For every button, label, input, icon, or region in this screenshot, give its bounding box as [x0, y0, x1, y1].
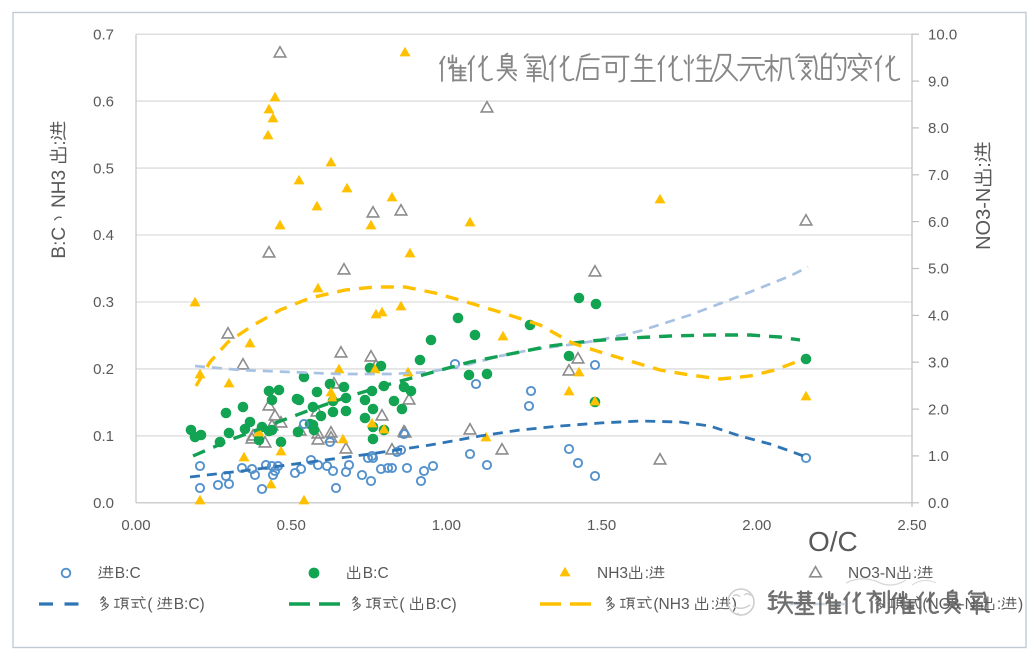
svg-text:0.4: 0.4	[93, 227, 114, 244]
svg-text:0.1: 0.1	[93, 428, 114, 445]
svg-text::: :	[49, 140, 70, 145]
svg-text:1.50: 1.50	[587, 517, 616, 534]
svg-text:2.0: 2.0	[928, 401, 949, 418]
svg-text:): )	[1018, 596, 1023, 613]
svg-text:0.6: 0.6	[93, 93, 114, 110]
svg-text:7.0: 7.0	[928, 167, 949, 184]
svg-text:0.2: 0.2	[93, 361, 114, 378]
svg-text:10.0: 10.0	[928, 26, 957, 43]
svg-text::: :	[913, 565, 917, 582]
svg-text:NH3: NH3	[597, 565, 628, 582]
svg-text::: :	[711, 596, 715, 613]
svg-text:0.0: 0.0	[93, 495, 114, 512]
svg-text:0.00: 0.00	[121, 517, 150, 534]
svg-text:(: (	[147, 596, 153, 613]
svg-text:(NH3: (NH3	[653, 596, 689, 613]
svg-text:9.0: 9.0	[928, 73, 949, 90]
svg-text::: :	[997, 596, 1001, 613]
svg-text:NO3-N: NO3-N	[848, 565, 896, 582]
svg-text:(: (	[399, 596, 405, 613]
svg-text:B:C: B:C	[115, 565, 141, 582]
svg-text:0.5: 0.5	[93, 160, 114, 177]
svg-text:8.0: 8.0	[928, 120, 949, 137]
svg-text:4.0: 4.0	[928, 308, 949, 325]
svg-text:0.0: 0.0	[928, 495, 949, 512]
svg-text:B:C): B:C)	[174, 596, 205, 613]
svg-text:3.0: 3.0	[928, 354, 949, 371]
svg-text:5.0: 5.0	[928, 261, 949, 278]
svg-text:0.3: 0.3	[93, 294, 114, 311]
svg-text:): )	[732, 596, 737, 613]
svg-text:B:C: B:C	[49, 227, 70, 259]
svg-text:0.50: 0.50	[277, 517, 306, 534]
svg-text:2.50: 2.50	[897, 517, 926, 534]
svg-text:B:C: B:C	[363, 565, 389, 582]
svg-text:B:C): B:C)	[426, 596, 457, 613]
svg-text::: :	[645, 565, 649, 582]
svg-text:NH3: NH3	[49, 170, 70, 208]
svg-text:NO3-N: NO3-N	[973, 188, 995, 250]
svg-text:0.7: 0.7	[93, 26, 114, 43]
svg-text::: :	[973, 162, 995, 168]
svg-text:2.00: 2.00	[742, 517, 771, 534]
svg-text:1.00: 1.00	[432, 517, 461, 534]
svg-text:1.0: 1.0	[928, 448, 949, 465]
svg-text:O/C: O/C	[808, 526, 858, 557]
svg-text:6.0: 6.0	[928, 214, 949, 231]
